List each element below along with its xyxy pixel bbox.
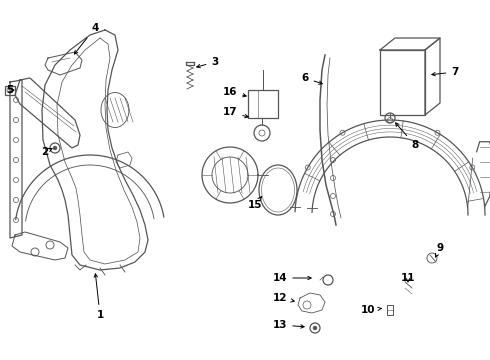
Text: 15: 15 xyxy=(248,197,262,210)
Text: 3: 3 xyxy=(196,57,219,68)
Text: 4: 4 xyxy=(74,23,98,54)
Bar xyxy=(248,90,278,118)
Text: 1: 1 xyxy=(94,274,103,320)
Text: 5: 5 xyxy=(6,85,14,95)
Text: 7: 7 xyxy=(432,67,459,77)
Bar xyxy=(5,86,15,95)
Text: 6: 6 xyxy=(301,73,322,84)
Text: 12: 12 xyxy=(273,293,294,303)
Bar xyxy=(380,50,425,115)
Text: 13: 13 xyxy=(273,320,304,330)
Circle shape xyxy=(53,146,57,150)
Text: 17: 17 xyxy=(222,107,248,118)
Text: 8: 8 xyxy=(395,123,418,150)
Text: 16: 16 xyxy=(223,87,246,97)
Text: 10: 10 xyxy=(361,305,381,315)
Text: 9: 9 xyxy=(436,243,443,257)
Text: 14: 14 xyxy=(273,273,311,283)
Text: 11: 11 xyxy=(401,273,415,283)
Text: 2: 2 xyxy=(41,147,52,157)
Circle shape xyxy=(313,326,317,330)
